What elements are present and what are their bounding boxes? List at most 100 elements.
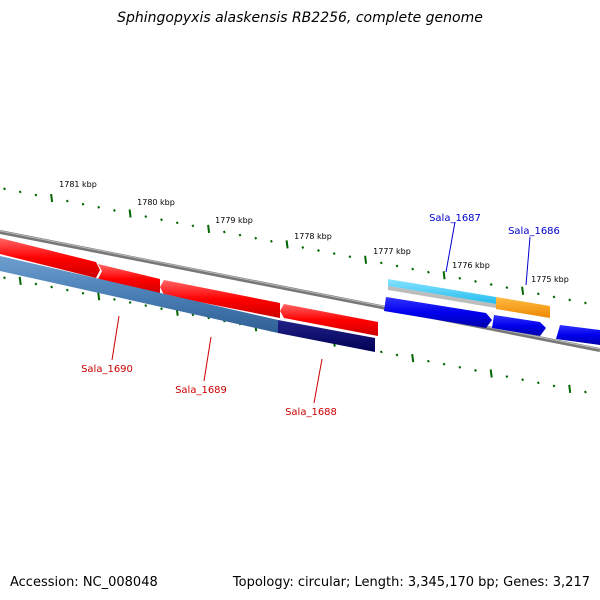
- genome-summary-text: Topology: circular; Length: 3,345,170 bp…: [232, 575, 590, 590]
- minor-tick: [379, 261, 383, 265]
- minor-tick: [3, 187, 6, 191]
- genome-backbone: [0, 230, 600, 352]
- major-tick: [489, 369, 493, 378]
- minor-tick: [521, 378, 524, 382]
- cds-feature[interactable]: [492, 315, 546, 336]
- minor-tick: [254, 236, 258, 240]
- minor-tick: [458, 276, 462, 280]
- kbp-tick-track-outer: [3, 187, 587, 305]
- feature-sala-1690-1689[interactable]: [0, 256, 278, 333]
- major-tick: [285, 240, 289, 249]
- feature-sala-1687-cyan[interactable]: [388, 279, 496, 304]
- genome-backbone-highlight: [0, 230, 600, 350]
- minor-tick: [301, 246, 305, 249]
- minor-tick: [536, 381, 540, 385]
- minor-tick: [50, 285, 53, 289]
- major-tick: [568, 384, 572, 394]
- feature-track-blue: [0, 256, 375, 352]
- minor-tick: [97, 205, 101, 209]
- major-tick: [411, 353, 415, 363]
- minor-tick: [113, 297, 116, 301]
- minor-tick: [34, 282, 38, 286]
- minor-tick: [505, 375, 509, 379]
- minor-tick: [18, 190, 22, 194]
- kbp-label-1780: 1780 kbp: [137, 198, 175, 207]
- major-tick: [97, 292, 101, 301]
- minor-tick: [81, 291, 85, 295]
- minor-tick: [348, 255, 352, 259]
- minor-tick: [536, 292, 540, 296]
- minor-tick: [458, 365, 462, 369]
- minor-tick: [144, 304, 148, 308]
- minor-tick: [395, 353, 399, 357]
- genome-title: Sphingopyxis alaskensis RB2256, complete…: [117, 10, 483, 26]
- minor-tick: [332, 252, 336, 256]
- minor-tick: [552, 384, 556, 388]
- kbp-label-1778: 1778 kbp: [294, 232, 332, 241]
- feature-track-upper: [388, 279, 550, 318]
- gene-label-sala-1688[interactable]: Sala_1688: [285, 407, 337, 418]
- minor-tick: [113, 208, 116, 212]
- gene-label-sala-1687[interactable]: Sala_1687: [429, 213, 481, 224]
- minor-tick: [160, 218, 163, 222]
- cds-feature[interactable]: [384, 297, 492, 328]
- minor-tick: [128, 301, 132, 304]
- gene-label-sala-1690[interactable]: Sala_1690: [81, 364, 133, 375]
- kbp-label-1776: 1776 kbp: [452, 261, 490, 270]
- minor-tick: [584, 390, 587, 394]
- kbp-label-1779: 1779 kbp: [215, 216, 253, 225]
- major-tick: [207, 224, 211, 234]
- minor-tick: [65, 199, 69, 203]
- cds-feature[interactable]: [98, 264, 160, 294]
- gene-label-sala-1689[interactable]: Sala_1689: [175, 385, 227, 396]
- major-tick: [50, 193, 54, 203]
- kbp-label-1775: 1775 kbp: [531, 275, 569, 284]
- major-tick: [364, 255, 368, 264]
- minor-tick: [222, 230, 226, 234]
- cds-feature[interactable]: [160, 280, 280, 318]
- minor-tick: [34, 193, 38, 197]
- major-tick: [521, 286, 525, 295]
- major-tick: [442, 271, 446, 280]
- minor-tick: [238, 233, 242, 237]
- minor-tick: [160, 307, 163, 311]
- gene-callouts: [111, 221, 531, 404]
- minor-tick: [317, 249, 320, 252]
- minor-tick: [191, 224, 195, 228]
- minor-tick: [379, 350, 383, 354]
- major-tick: [18, 276, 22, 286]
- minor-tick: [270, 239, 273, 243]
- minor-tick: [411, 267, 415, 271]
- minor-tick: [81, 202, 85, 206]
- minor-tick: [144, 215, 148, 219]
- gene-label-sala-1686[interactable]: Sala_1686: [508, 226, 560, 237]
- minor-tick: [474, 368, 477, 372]
- minor-tick: [584, 301, 587, 305]
- major-tick: [128, 209, 132, 218]
- minor-tick: [175, 221, 179, 225]
- cds-track-red: [0, 238, 378, 336]
- feature-sala-1688[interactable]: [278, 320, 375, 352]
- minor-tick: [474, 279, 477, 283]
- cds-feature[interactable]: [280, 304, 378, 336]
- feature-sala-1686-orange[interactable]: [496, 297, 550, 318]
- minor-tick: [505, 286, 509, 290]
- minor-tick: [568, 298, 572, 302]
- minor-tick: [65, 288, 69, 292]
- kbp-label-1781: 1781 kbp: [59, 180, 97, 189]
- cds-feature[interactable]: [0, 238, 100, 278]
- accession-text: Accession: NC_008048: [10, 575, 158, 590]
- minor-tick: [191, 313, 195, 317]
- minor-tick: [552, 295, 556, 299]
- minor-tick: [442, 362, 446, 366]
- minor-tick: [489, 283, 493, 286]
- minor-tick: [395, 264, 399, 268]
- minor-tick: [3, 276, 6, 280]
- kbp-label-1777: 1777 kbp: [373, 247, 411, 256]
- minor-tick: [427, 359, 430, 363]
- minor-tick: [427, 270, 430, 274]
- cds-track-blue: [384, 297, 600, 345]
- feature-sala-1687-grey[interactable]: [388, 286, 496, 308]
- cds-feature[interactable]: [556, 325, 600, 345]
